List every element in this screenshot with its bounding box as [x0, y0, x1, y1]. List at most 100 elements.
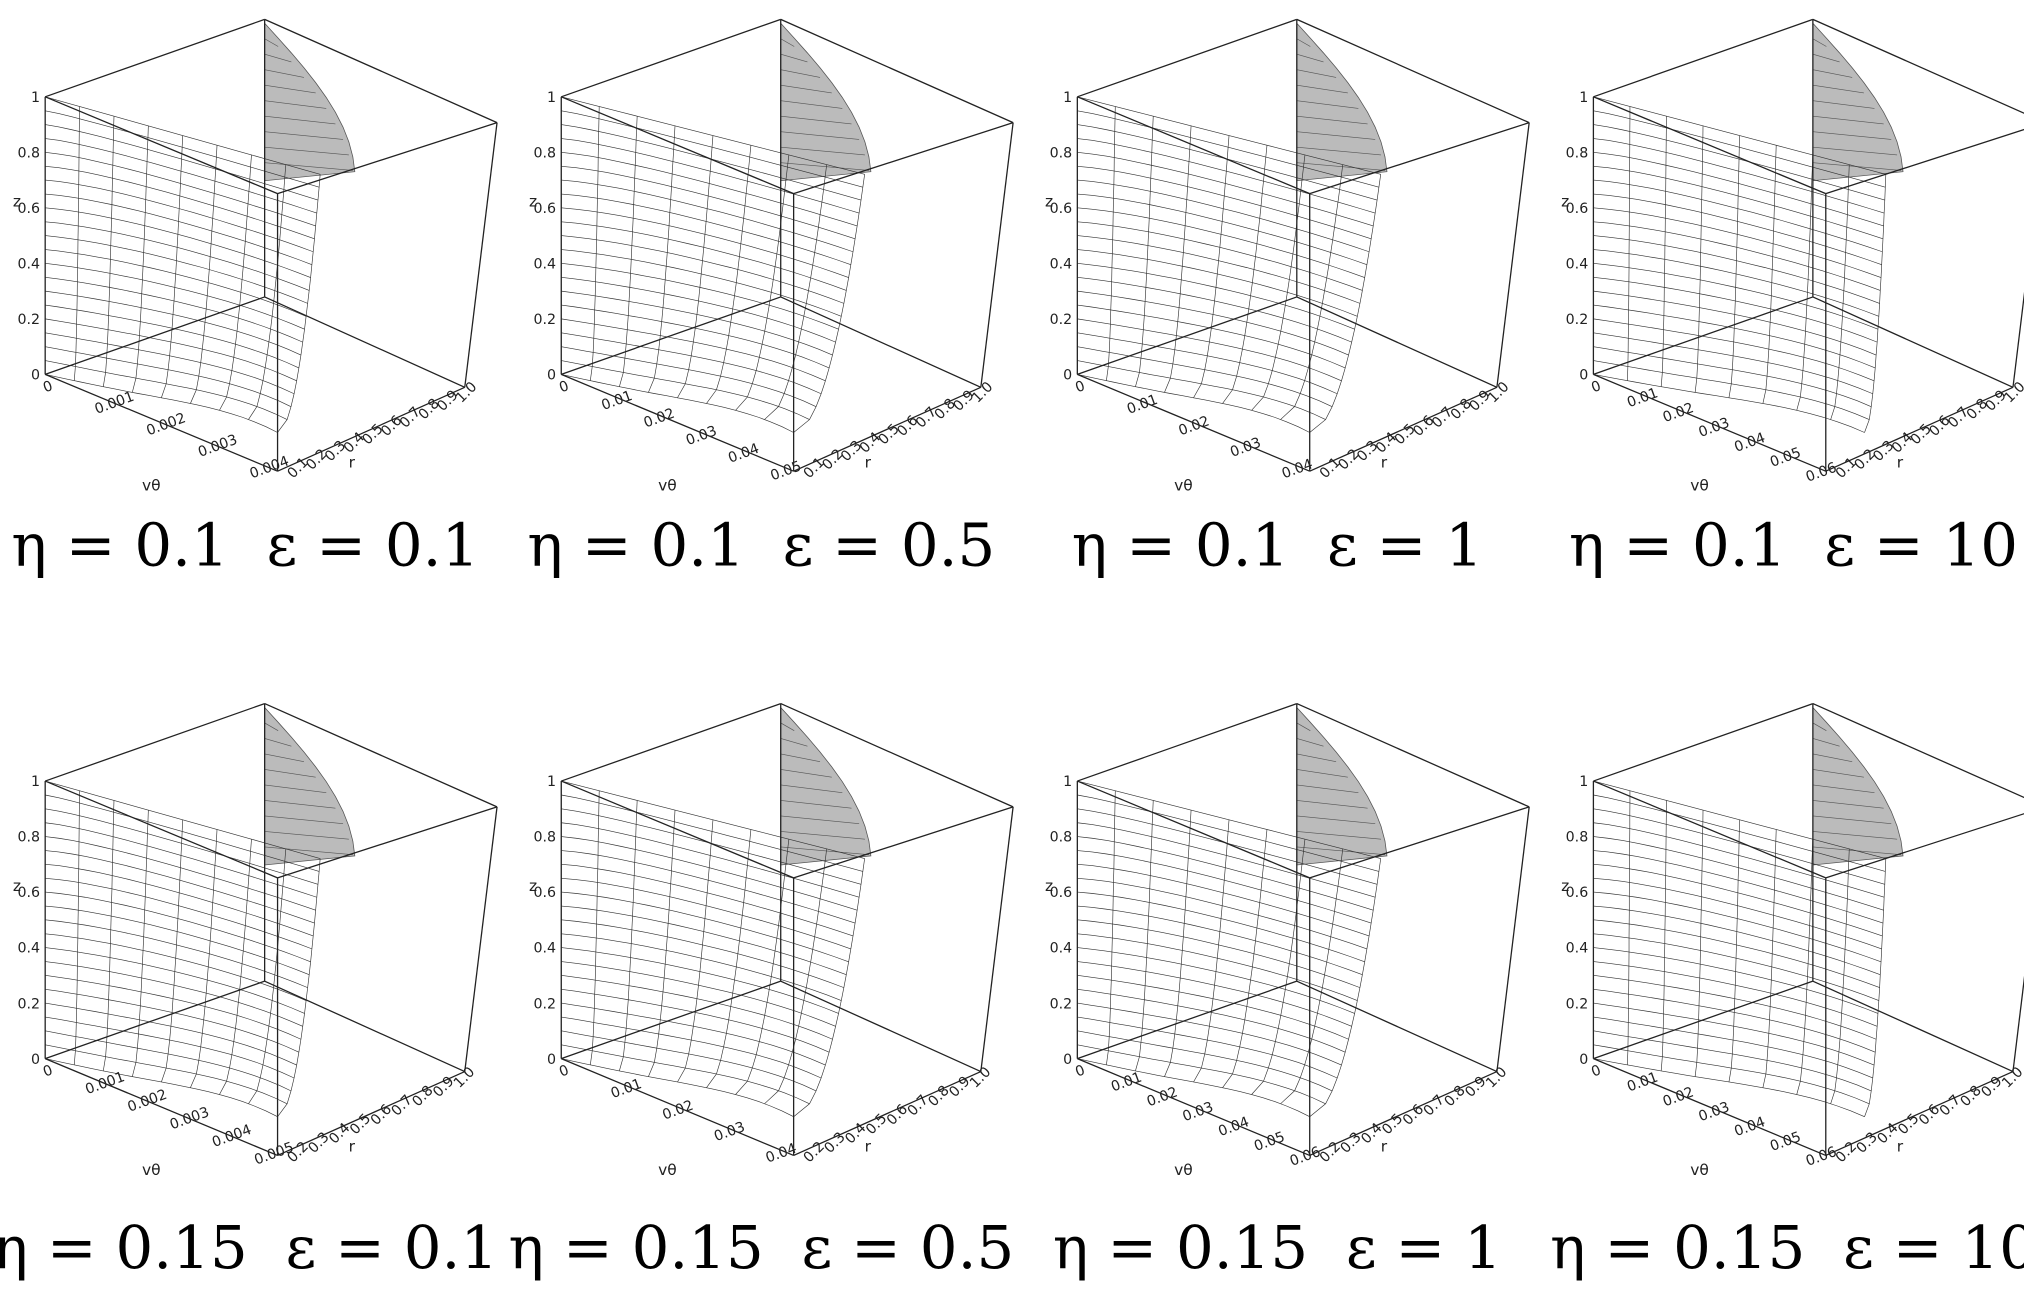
cube-edge	[1812, 18, 2024, 114]
r-axis-label: r	[349, 1138, 356, 1156]
back-mesh	[1296, 784, 1359, 793]
z-tick-label: 0.8	[1566, 830, 1589, 846]
back-surface	[780, 706, 872, 866]
back-mesh	[1296, 831, 1382, 840]
cube-edge	[1825, 386, 2014, 472]
back-surface	[780, 22, 872, 182]
surface-mesh	[1077, 193, 1368, 265]
cube-edge	[1309, 806, 1530, 879]
surface-mesh	[1164, 125, 1192, 393]
back-mesh	[780, 846, 869, 855]
cube-edge	[780, 18, 1014, 124]
surface-mesh	[1796, 839, 1814, 1095]
back-mesh	[1296, 722, 1311, 731]
z-tick-label: 0	[547, 368, 556, 384]
back-mesh	[1812, 115, 1884, 125]
z-tick-label: 0.6	[1050, 885, 1073, 901]
surface-mesh	[45, 221, 310, 291]
cube-edge	[264, 980, 466, 1073]
cube-edge	[780, 296, 982, 388]
back-mesh	[780, 100, 843, 109]
surface-mesh	[1077, 988, 1346, 1053]
cube-edge	[1077, 1058, 1310, 1157]
back-surface	[1296, 22, 1388, 182]
surface-mesh	[1106, 106, 1116, 381]
back-surface	[264, 706, 356, 866]
back-mesh	[1812, 100, 1875, 109]
surface-mesh	[73, 790, 80, 1065]
surface-mesh	[706, 829, 752, 1088]
back-mesh	[264, 831, 349, 840]
cube-edge	[1825, 813, 2024, 879]
back-mesh	[264, 769, 316, 778]
surface-mesh	[190, 829, 218, 1088]
z-tick-label: 1	[31, 90, 40, 106]
surface-mesh	[764, 164, 828, 420]
surface-mesh	[1796, 154, 1814, 411]
v-tick-label: 0	[41, 378, 55, 396]
cube-edge	[1593, 702, 1814, 782]
surface-mesh	[1077, 221, 1363, 291]
surface-mesh	[1135, 116, 1154, 387]
surface-mesh	[561, 207, 849, 278]
surface-mesh	[1077, 235, 1361, 304]
back-mesh	[780, 131, 860, 140]
surface-mesh	[1222, 145, 1268, 404]
surface-mesh	[1077, 304, 1346, 369]
surface-mesh	[1077, 207, 1365, 278]
v-axis-label: vθ	[142, 477, 161, 495]
back-mesh	[264, 753, 305, 763]
caption: η = 0.1 ε = 1	[1072, 511, 1483, 580]
surface-mesh	[1762, 145, 1777, 404]
surface-mesh	[793, 174, 865, 433]
z-tick-label: 0	[31, 368, 40, 384]
cube-edge	[264, 18, 498, 124]
cube-edge	[1496, 806, 1530, 1072]
back-mesh	[780, 162, 869, 171]
cube-edge	[44, 296, 265, 375]
z-tick-label: 0.6	[17, 201, 40, 217]
cube-edge	[1593, 296, 1814, 375]
caption: η = 0.1 ε = 10	[1569, 511, 2018, 580]
r-tick-label: 1.0	[451, 1064, 478, 1091]
cube-edge	[464, 806, 498, 1072]
surface-mesh	[1728, 135, 1740, 398]
surface-mesh	[277, 858, 321, 1117]
surface-mesh	[677, 819, 714, 1083]
z-tick-label: 0.8	[1566, 146, 1589, 162]
surface-mesh	[561, 988, 830, 1053]
back-mesh	[780, 738, 808, 747]
back-mesh	[1296, 69, 1337, 78]
cube-edge	[793, 386, 982, 472]
cube-edge	[44, 373, 278, 472]
surface-mesh	[1830, 164, 1850, 420]
z-axis-label: z	[529, 193, 537, 211]
r-axis-label: r	[865, 453, 872, 471]
surface-mesh	[73, 106, 80, 381]
back-surface	[1812, 22, 1904, 182]
surface-mesh	[1864, 174, 1887, 433]
z-tick-label: 0.8	[534, 146, 557, 162]
z-tick-label: 0.4	[1050, 941, 1073, 957]
cube-edge	[2012, 975, 2024, 1072]
cube-edge	[1077, 373, 1310, 472]
cube-edge	[1296, 296, 1498, 388]
back-mesh	[1812, 769, 1864, 778]
cube-edge	[1812, 296, 2014, 388]
panel: 00.20.40.60.81z00.010.020.030.04vθ0.20.3…	[509, 702, 1014, 1283]
back-mesh	[1812, 722, 1827, 731]
caption: η = 0.1 ε = 0.5	[527, 511, 995, 580]
back-mesh	[1296, 769, 1348, 778]
surface-mesh	[1193, 819, 1230, 1083]
back-mesh	[1812, 831, 1898, 840]
cube-edge	[277, 386, 466, 472]
back-mesh	[780, 115, 852, 125]
surface-mesh	[1762, 829, 1777, 1088]
z-axis-label: z	[13, 877, 21, 895]
v-tick-label: 0.003	[196, 432, 240, 461]
surface-mesh	[648, 125, 676, 393]
surface-mesh	[561, 780, 865, 859]
